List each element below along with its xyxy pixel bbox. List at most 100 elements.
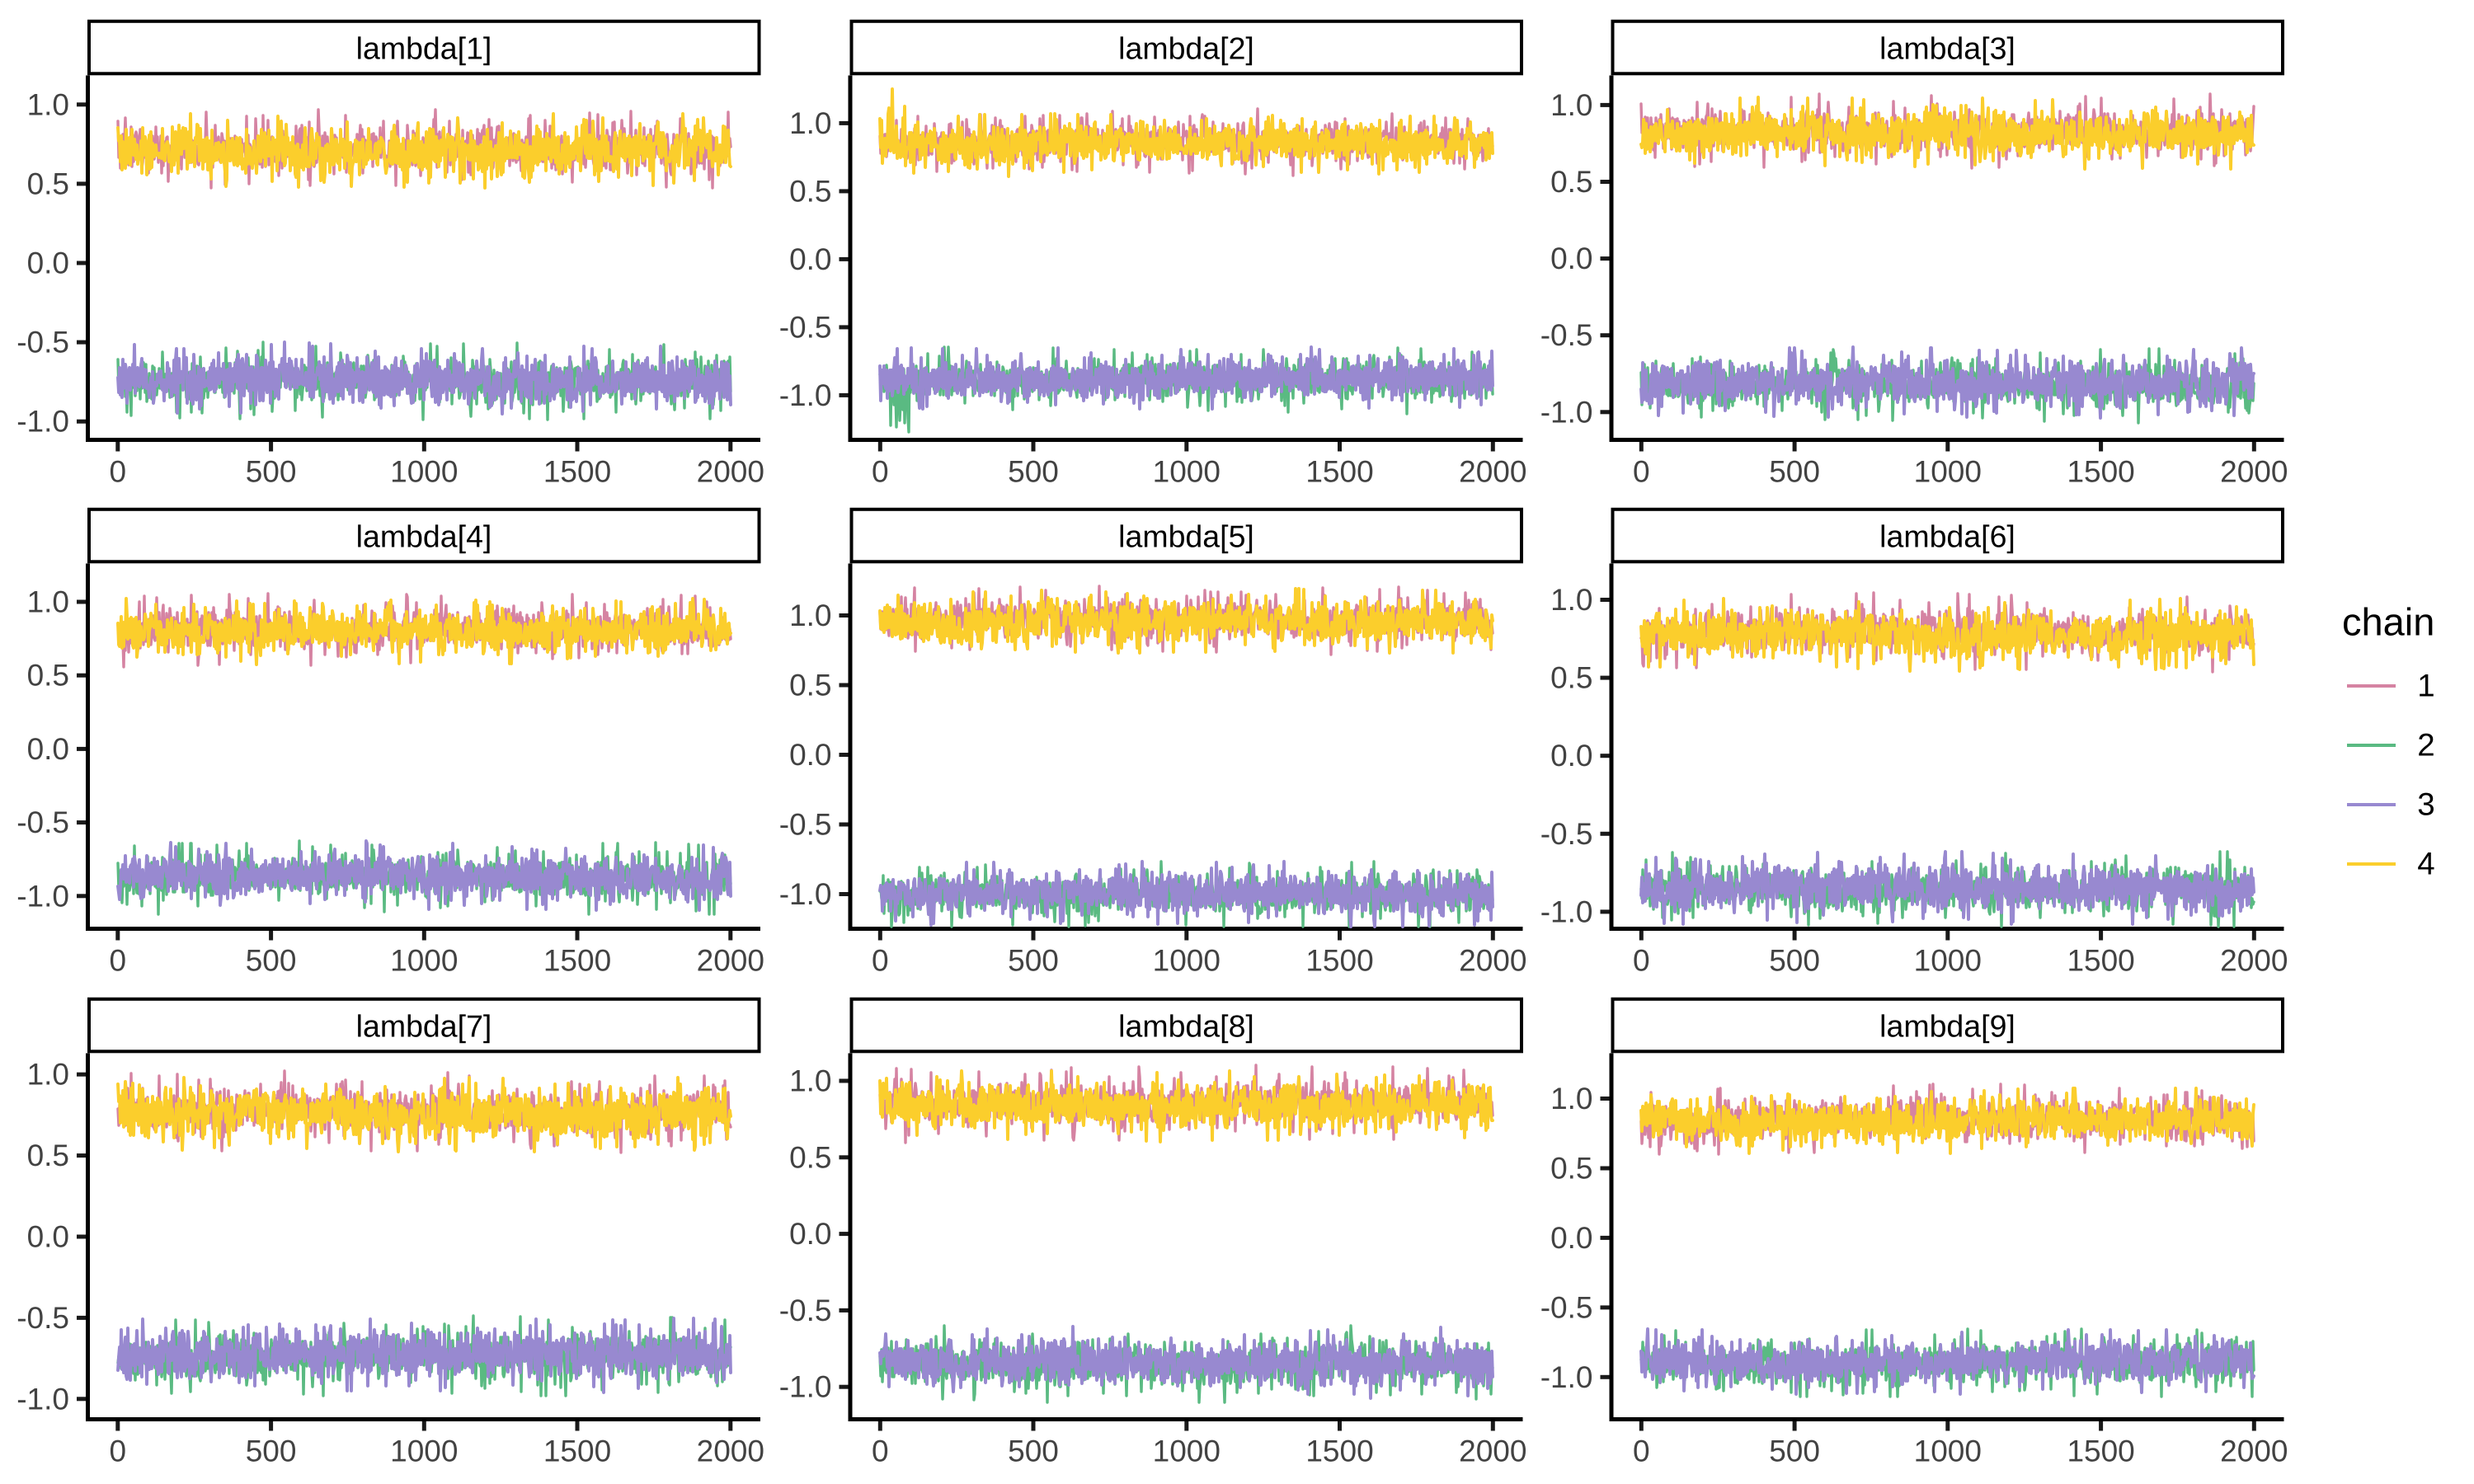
svg-text:0.0: 0.0	[27, 1220, 69, 1254]
svg-text:lambda[4]: lambda[4]	[356, 519, 492, 554]
svg-text:0: 0	[110, 455, 127, 489]
svg-text:-1.0: -1.0	[16, 1382, 69, 1416]
svg-text:0.5: 0.5	[1550, 165, 1592, 199]
svg-text:2000: 2000	[1459, 455, 1526, 489]
svg-text:2000: 2000	[2220, 455, 2288, 489]
svg-text:-0.5: -0.5	[779, 808, 832, 842]
svg-text:0: 0	[1633, 944, 1650, 978]
svg-text:500: 500	[246, 455, 297, 489]
svg-text:-0.5: -0.5	[16, 805, 69, 839]
svg-text:lambda[5]: lambda[5]	[1118, 519, 1254, 554]
svg-text:-1.0: -1.0	[16, 879, 69, 913]
svg-text:0: 0	[1633, 1435, 1650, 1468]
svg-text:500: 500	[1769, 944, 1820, 978]
svg-text:0.0: 0.0	[27, 732, 69, 766]
svg-text:0.0: 0.0	[789, 1217, 831, 1251]
svg-text:0.0: 0.0	[789, 738, 831, 772]
svg-text:-1.0: -1.0	[16, 405, 69, 439]
svg-text:4: 4	[2417, 847, 2434, 882]
svg-text:1000: 1000	[1914, 944, 1982, 978]
svg-text:500: 500	[1769, 455, 1820, 489]
svg-text:2000: 2000	[697, 1435, 764, 1468]
svg-text:1.0: 1.0	[789, 599, 831, 632]
svg-text:1.0: 1.0	[789, 1064, 831, 1098]
svg-text:2000: 2000	[697, 455, 764, 489]
svg-text:2000: 2000	[2220, 944, 2288, 978]
svg-text:-0.5: -0.5	[779, 310, 832, 344]
svg-text:2000: 2000	[2220, 1435, 2288, 1468]
svg-text:-1.0: -1.0	[1540, 395, 1593, 429]
svg-text:1500: 1500	[2067, 1435, 2134, 1468]
svg-text:lambda[2]: lambda[2]	[1118, 31, 1254, 66]
svg-text:1500: 1500	[543, 1435, 611, 1468]
svg-text:500: 500	[246, 944, 297, 978]
svg-text:1000: 1000	[1153, 455, 1221, 489]
svg-text:lambda[7]: lambda[7]	[356, 1009, 492, 1044]
svg-text:-0.5: -0.5	[1540, 817, 1593, 851]
svg-text:1500: 1500	[2067, 944, 2134, 978]
svg-text:1.0: 1.0	[1550, 88, 1592, 122]
svg-text:1500: 1500	[543, 944, 611, 978]
svg-text:0.5: 0.5	[789, 174, 831, 208]
svg-text:-0.5: -0.5	[779, 1294, 832, 1327]
svg-text:0: 0	[1633, 455, 1650, 489]
svg-text:0.5: 0.5	[27, 659, 69, 693]
svg-text:1.0: 1.0	[789, 106, 831, 140]
svg-text:1: 1	[2417, 669, 2434, 704]
svg-text:500: 500	[1769, 1435, 1820, 1468]
svg-text:2000: 2000	[697, 944, 764, 978]
svg-text:2000: 2000	[1459, 944, 1526, 978]
svg-text:lambda[8]: lambda[8]	[1118, 1009, 1254, 1044]
svg-text:0.0: 0.0	[27, 247, 69, 280]
svg-text:0.0: 0.0	[1550, 242, 1592, 275]
svg-text:0.5: 0.5	[27, 1139, 69, 1172]
svg-text:3: 3	[2417, 787, 2434, 823]
svg-text:1000: 1000	[390, 1435, 458, 1468]
svg-text:0.5: 0.5	[789, 669, 831, 702]
svg-text:0.5: 0.5	[1550, 661, 1592, 695]
svg-text:1500: 1500	[543, 455, 611, 489]
svg-text:0: 0	[872, 1435, 889, 1468]
svg-text:-1.0: -1.0	[779, 1370, 832, 1404]
svg-text:-1.0: -1.0	[1540, 895, 1593, 928]
svg-text:-1.0: -1.0	[1540, 1360, 1593, 1394]
svg-text:1000: 1000	[1914, 455, 1982, 489]
svg-text:0.5: 0.5	[789, 1140, 831, 1174]
svg-text:0.5: 0.5	[1550, 1152, 1592, 1186]
svg-text:1500: 1500	[1305, 944, 1373, 978]
svg-text:0.0: 0.0	[1550, 1221, 1592, 1255]
svg-text:1000: 1000	[1914, 1435, 1982, 1468]
svg-text:1.0: 1.0	[27, 585, 69, 619]
svg-text:1500: 1500	[2067, 455, 2134, 489]
svg-text:lambda[9]: lambda[9]	[1879, 1009, 2015, 1044]
svg-text:0: 0	[872, 944, 889, 978]
svg-text:lambda[6]: lambda[6]	[1879, 519, 2015, 554]
svg-text:chain: chain	[2342, 600, 2434, 644]
svg-text:2000: 2000	[1459, 1435, 1526, 1468]
svg-text:1000: 1000	[1153, 1435, 1221, 1468]
svg-text:0.0: 0.0	[789, 242, 831, 276]
svg-text:1.0: 1.0	[1550, 1082, 1592, 1115]
svg-text:500: 500	[246, 1435, 297, 1468]
svg-text:-0.5: -0.5	[1540, 1290, 1593, 1324]
svg-text:-1.0: -1.0	[779, 378, 832, 412]
svg-text:1000: 1000	[390, 944, 458, 978]
svg-text:-0.5: -0.5	[1540, 318, 1593, 352]
svg-text:0.5: 0.5	[27, 167, 69, 200]
svg-text:2: 2	[2417, 728, 2434, 763]
svg-text:0: 0	[110, 944, 127, 978]
svg-text:lambda[3]: lambda[3]	[1879, 31, 2015, 66]
svg-text:500: 500	[1008, 1435, 1059, 1468]
svg-text:500: 500	[1008, 944, 1059, 978]
svg-text:-1.0: -1.0	[779, 877, 832, 911]
svg-text:500: 500	[1008, 455, 1059, 489]
svg-text:1500: 1500	[1305, 1435, 1373, 1468]
svg-text:-0.5: -0.5	[16, 1301, 69, 1335]
svg-text:1000: 1000	[390, 455, 458, 489]
svg-text:0.0: 0.0	[1550, 739, 1592, 773]
svg-text:lambda[1]: lambda[1]	[356, 31, 492, 66]
svg-text:1500: 1500	[1305, 455, 1373, 489]
svg-text:-0.5: -0.5	[16, 326, 69, 359]
svg-text:1.0: 1.0	[1550, 583, 1592, 617]
svg-text:0: 0	[110, 1435, 127, 1468]
